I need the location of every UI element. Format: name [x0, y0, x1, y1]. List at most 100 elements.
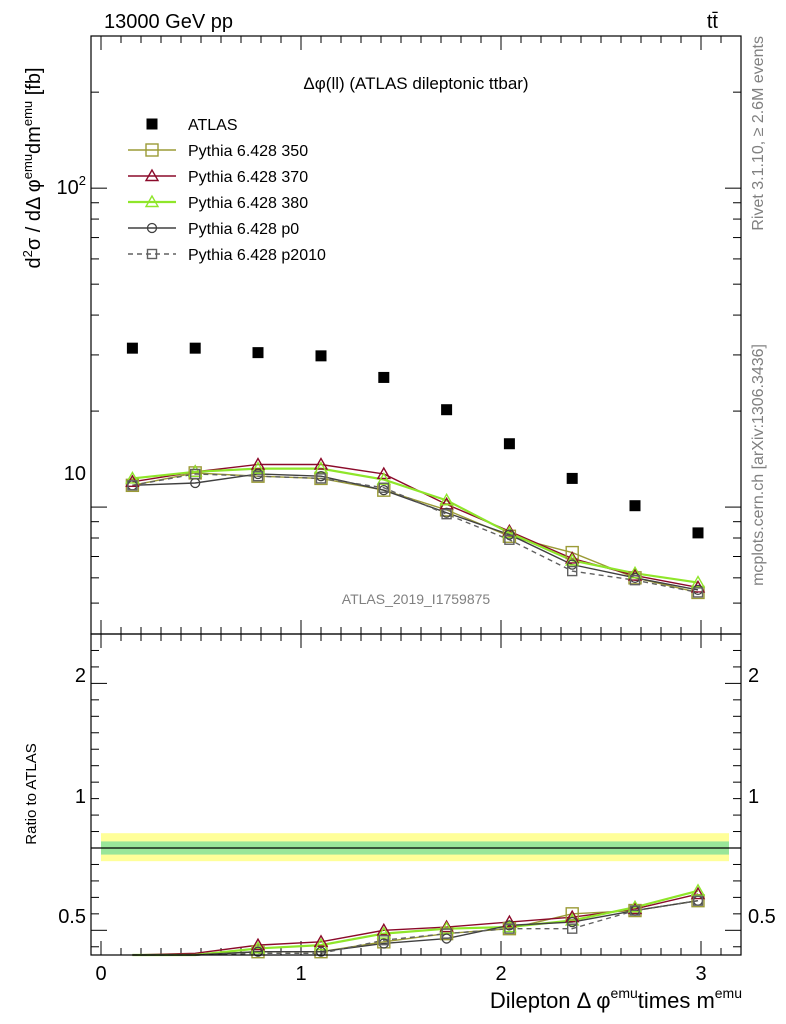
xtick-label-3: 3 — [695, 963, 706, 985]
series-line-pythia-6-428-380 — [132, 467, 699, 584]
point-pythia-6-428-p2010-0 — [127, 480, 138, 491]
ratio-point-pythia-6-428-p2010-8 — [629, 905, 641, 916]
point-pythia-6-428-p2010-8 — [629, 574, 641, 586]
point-pythia-6-428-380-7 — [564, 553, 580, 566]
legend-marker-pythia-6-428-380 — [144, 194, 160, 208]
point-pythia-6-428-350-7 — [565, 545, 579, 560]
ratio-ytick-label-2-right: 2 — [748, 665, 759, 687]
ratio-axes — [91, 634, 741, 955]
legend: ATLAS Pythia 6.428 350 Pythia 6.428 370 Pyt… — [128, 117, 326, 264]
point-pythia-6-428-380-3 — [313, 461, 329, 474]
ratio-frame — [90, 633, 742, 956]
main-curves — [132, 463, 699, 594]
ratio-ytick-label-1: 1 — [75, 786, 86, 808]
ratio-ytick-label-2: 2 — [75, 665, 86, 687]
ratio-point-pythia-6-428-p2010-5 — [441, 928, 452, 939]
series-line-pythia-6-428-p0 — [132, 473, 699, 591]
legend-label-pythia-6-428-p0: Pythia 6.428 p0 — [188, 221, 299, 238]
ratio-point-pythia-6-428-380-6 — [502, 919, 517, 933]
ratio-point-pythia-6-428-370-5 — [439, 919, 454, 933]
ratio-xlabel: Dilepton Δ φemutimes memu — [490, 985, 742, 1013]
ratio-point-pythia-6-428-p2010-9 — [692, 895, 704, 906]
header-left: 13000 GeV pp — [104, 11, 233, 33]
plot-title: Δφ(ll) (ATLAS dileptonic ttbar) — [303, 74, 528, 93]
point-pythia-6-428-p2010-2 — [252, 470, 264, 482]
xtick-label-1: 1 — [295, 963, 306, 985]
ratio-point-pythia-6-428-370-2 — [250, 937, 266, 951]
ratio-point-pythia-6-428-350-6 — [502, 921, 517, 936]
analysis-watermark: ATLAS_2019_I1759875 — [342, 591, 491, 607]
point-pythia-6-428-p2010-4 — [378, 482, 389, 493]
series-line-pythia-6-428-p2010 — [132, 473, 699, 594]
point-pythia-6-428-p2010-3 — [315, 473, 327, 484]
ratio-point-pythia-6-428-380-9 — [690, 883, 706, 896]
point-atlas-8 — [629, 500, 641, 512]
legend-marker-pythia-6-428-p0 — [146, 222, 158, 234]
ratio-point-pythia-6-428-370-4 — [376, 922, 392, 936]
point-pythia-6-428-350-5 — [439, 503, 454, 517]
point-atlas-5 — [441, 404, 453, 416]
ratio-ylabel: Ratio to ATLAS — [23, 743, 40, 844]
point-pythia-6-428-p2010-1 — [189, 468, 201, 480]
xtick-label-0: 0 — [95, 963, 106, 985]
legend-marker-pythia-6-428-350 — [145, 143, 159, 157]
point-pythia-6-428-350-3 — [314, 471, 328, 486]
point-pythia-6-428-380-4 — [376, 472, 392, 485]
legend-label-atlas: ATLAS — [188, 117, 238, 134]
point-atlas-4 — [378, 371, 390, 383]
ratio-ytick-label-0.5: 0.5 — [58, 906, 86, 928]
ratio-point-pythia-6-428-380-7 — [564, 913, 580, 926]
xtick-label-2: 2 — [495, 963, 506, 985]
point-atlas-0 — [126, 342, 138, 354]
main-panel: Δφ(ll) (ATLAS dileptonic ttbar) ATLAS_20… — [20, 35, 742, 635]
ratio-point-pythia-6-428-370-3 — [313, 934, 329, 948]
legend-marker-pythia-6-428-p2010 — [146, 248, 158, 260]
point-pythia-6-428-p0-7 — [567, 559, 578, 570]
legend-label-pythia-6-428-p2010: Pythia 6.428 p2010 — [188, 247, 326, 264]
ratio-ytick-label-1-right: 1 — [748, 786, 759, 808]
ratio-point-pythia-6-428-p0-7 — [567, 916, 578, 928]
point-pythia-6-428-350-2 — [251, 469, 265, 483]
point-atlas-6 — [503, 438, 515, 450]
ratio-line-pythia-6-428-p0 — [132, 899, 699, 956]
point-pythia-6-428-380-6 — [502, 525, 517, 539]
ratio-curves — [132, 889, 699, 957]
xtick-labels: 0 1 2 3 — [95, 963, 706, 985]
point-pythia-6-428-370-4 — [376, 466, 392, 480]
point-atlas-1 — [189, 342, 201, 354]
point-pythia-6-428-p2010-6 — [504, 534, 515, 545]
legend-marker-atlas — [146, 118, 158, 130]
ratio-line-pythia-6-428-350 — [132, 899, 699, 956]
legend-label-pythia-6-428-350: Pythia 6.428 350 — [188, 143, 308, 160]
point-atlas-9 — [692, 527, 704, 539]
mcplots-label: mcplots.cern.ch [arXiv:1306.3436] — [750, 344, 767, 586]
ratio-point-pythia-6-428-p2010-6 — [504, 923, 515, 934]
ratio-point-pythia-6-428-370-8 — [627, 901, 643, 915]
ratio-panel: Ratio to ATLAS 2 1 0.5 2 1 0.5 0 1 2 3 Dile… — [23, 633, 776, 1013]
point-pythia-6-428-370-3 — [313, 457, 329, 470]
point-pythia-6-428-380-8 — [627, 565, 643, 579]
point-pythia-6-428-p2010-9 — [692, 587, 704, 598]
ratio-point-pythia-6-428-380-5 — [439, 921, 454, 934]
ratio-point-pythia-6-428-380-4 — [376, 926, 392, 939]
legend-label-pythia-6-428-380: Pythia 6.428 380 — [188, 195, 308, 212]
ratio-point-pythia-6-428-380-3 — [313, 937, 329, 951]
ratio-point-pythia-6-428-p0-3 — [315, 946, 327, 957]
legend-marker-pythia-6-428-370 — [144, 168, 160, 182]
point-pythia-6-428-380-1 — [187, 464, 203, 478]
ratio-line-pythia-6-428-p2010 — [132, 899, 699, 956]
point-pythia-6-428-380-0 — [125, 471, 140, 484]
ytick-label-10: 10 — [64, 463, 86, 485]
ratio-marks — [250, 883, 706, 959]
ratio-line-pythia-6-428-380 — [132, 889, 699, 957]
ratio-point-pythia-6-428-370-9 — [690, 886, 706, 900]
point-pythia-6-428-380-2 — [250, 461, 266, 474]
ratio-point-pythia-6-428-350-7 — [565, 907, 579, 921]
point-pythia-6-428-p2010-7 — [567, 565, 578, 577]
rivet-label: Rivet 3.1.10, ≥ 2.6M events — [750, 36, 767, 231]
ratio-ytick-label-0.5-right: 0.5 — [748, 906, 776, 928]
legend-label-pythia-6-428-370: Pythia 6.428 370 — [188, 169, 308, 186]
point-atlas-2 — [252, 347, 264, 359]
ytick-label-100: 102 — [57, 173, 86, 199]
ratio-line-pythia-6-428-370 — [132, 893, 699, 956]
